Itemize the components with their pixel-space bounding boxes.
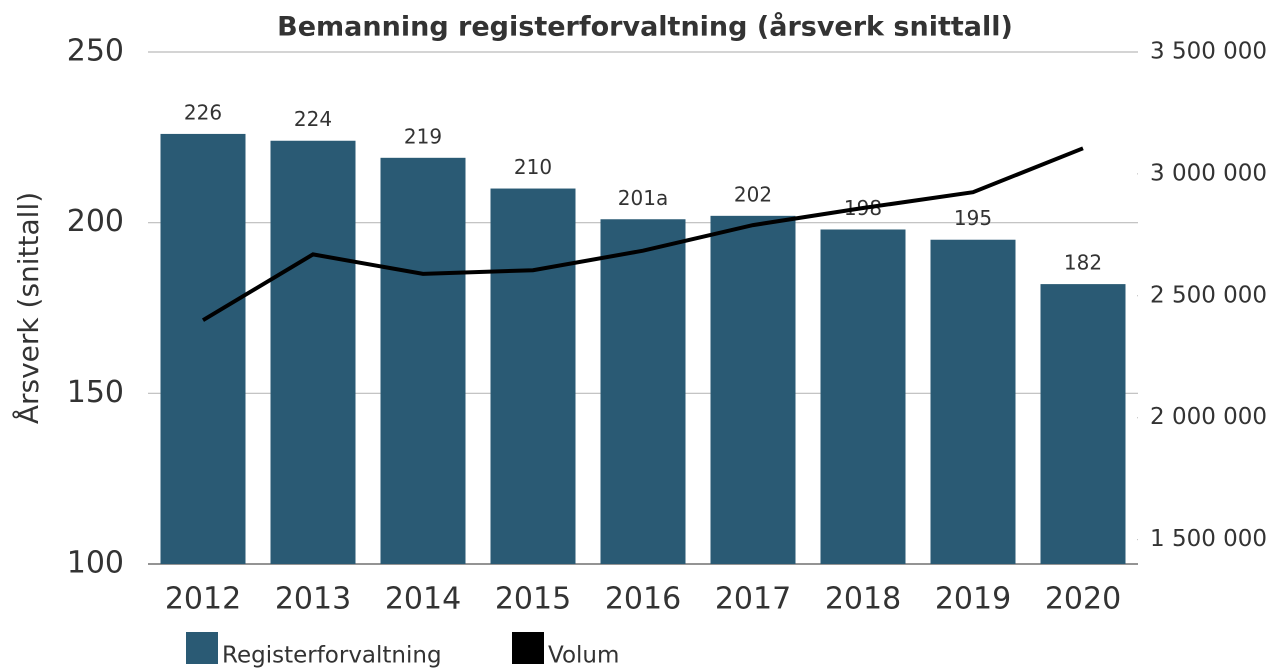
data-label: 201a	[618, 186, 668, 210]
y2-tick-label: 1 500 000	[1150, 526, 1267, 552]
y2-tick-label: 2 000 000	[1150, 404, 1267, 430]
data-label: 202	[734, 182, 772, 206]
x-tick-label: 2019	[935, 582, 1011, 617]
data-label: 210	[514, 155, 552, 179]
legend-swatch	[186, 632, 218, 664]
x-tick-label: 2015	[495, 582, 571, 617]
y-tick-label: 150	[67, 375, 124, 410]
bar	[160, 133, 246, 565]
data-label: 219	[404, 124, 442, 148]
legend-label: Registerforvaltning	[222, 643, 442, 668]
bar	[270, 140, 356, 564]
x-tick-label: 2012	[165, 582, 241, 617]
y2-tick-label: 2 500 000	[1150, 282, 1267, 308]
x-tick-label: 2018	[825, 582, 901, 617]
bar	[1040, 284, 1126, 564]
x-tick-label: 2016	[605, 582, 681, 617]
x-tick-label: 2020	[1045, 582, 1121, 617]
bar	[820, 229, 906, 564]
legend-label: Volum	[548, 643, 619, 668]
data-label: 224	[294, 107, 332, 131]
y2-tick-label: 3 500 000	[1150, 39, 1267, 65]
x-tick-label: 2013	[275, 582, 351, 617]
data-label: 226	[184, 100, 222, 124]
bar	[930, 239, 1016, 564]
x-tick-label: 2014	[385, 582, 461, 617]
bar	[380, 157, 466, 564]
y-tick-label: 250	[67, 34, 124, 69]
y-tick-label: 100	[67, 546, 124, 581]
legend-swatch	[512, 632, 544, 664]
line	[201, 146, 1084, 322]
bar	[490, 188, 576, 565]
x-tick-label: 2017	[715, 582, 791, 617]
data-label: 182	[1064, 251, 1102, 275]
bar	[600, 219, 686, 564]
bar	[710, 215, 796, 564]
chart-title: Bemanning registerforvaltning (årsverk s…	[277, 11, 1013, 43]
y-tick-label: 200	[67, 204, 124, 239]
y-axis-label: Årsverk (snittall)	[11, 192, 45, 424]
y2-tick-label: 3 000 000	[1150, 160, 1267, 186]
data-label: 195	[954, 206, 992, 230]
